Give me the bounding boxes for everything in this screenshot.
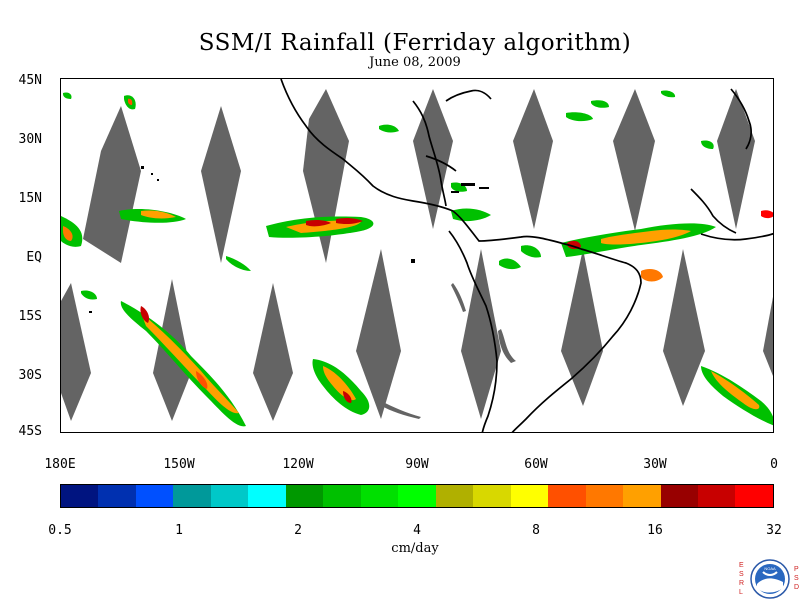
lon-label-150w: 150W: [163, 457, 195, 472]
colorbar-segment: [248, 485, 286, 507]
colorbar-label-0-5: 0.5: [48, 523, 72, 538]
lon-label-0: 0: [770, 457, 778, 472]
logo-letter-l: L: [739, 589, 743, 596]
colorbar-label-16: 16: [647, 523, 663, 538]
swath-gaps: [61, 89, 773, 421]
logo-letter-d: D: [794, 584, 799, 591]
colorbar-segment: [585, 485, 624, 507]
rainfall-areas: [61, 90, 773, 427]
colorbar-segment: [285, 485, 324, 507]
colorbar-segment: [435, 485, 474, 507]
colorbar-segment: [697, 485, 736, 507]
lon-label-120w: 120W: [282, 457, 314, 472]
colorbar-units: cm/day: [391, 541, 439, 556]
colorbar-segment: [660, 485, 698, 507]
colorbar: [60, 484, 774, 508]
lat-label-45s: 45S: [18, 424, 42, 439]
lon-label-180e: 180E: [44, 457, 76, 472]
lon-label-60w: 60W: [524, 457, 548, 472]
logo-letter-s2: S: [794, 575, 799, 582]
map-svg: [61, 79, 773, 432]
colorbar-segment: [210, 485, 249, 507]
lon-label-90w: 90W: [405, 457, 429, 472]
colorbar-label-8: 8: [532, 523, 540, 538]
colorbar-segment: [61, 485, 99, 507]
colorbar-segment: [548, 485, 586, 507]
logo-letter-e: E: [739, 562, 744, 569]
colorbar-segment: [98, 485, 136, 507]
chart-date: June 08, 2009: [369, 55, 461, 70]
lat-label-15n: 15N: [18, 191, 42, 206]
lon-label-30w: 30W: [643, 457, 667, 472]
logo-letter-p: P: [794, 566, 799, 573]
colorbar-segment: [735, 485, 773, 507]
colorbar-segment: [360, 485, 399, 507]
colorbar-label-4: 4: [413, 523, 421, 538]
colorbar-segment: [623, 485, 661, 507]
colorbar-label-2: 2: [294, 523, 302, 538]
colorbar-segment: [135, 485, 174, 507]
coastlines: [280, 79, 773, 432]
noaa-logo: E S R L P S D NOAA: [739, 559, 799, 599]
islands: [89, 166, 489, 313]
lat-label-15s: 15S: [18, 309, 42, 324]
colorbar-label-32: 32: [766, 523, 782, 538]
logo-letter-s: S: [739, 571, 744, 578]
lat-label-eq: EQ: [26, 250, 42, 265]
colorbar-segment: [398, 485, 436, 507]
logo-letter-r: R: [739, 580, 744, 587]
colorbar-segment: [510, 485, 549, 507]
rainfall-map: [60, 78, 774, 433]
logo-noaa-text: NOAA: [764, 566, 776, 571]
lat-label-30n: 30N: [18, 132, 42, 147]
colorbar-segment: [173, 485, 211, 507]
lat-label-30s: 30S: [18, 368, 42, 383]
colorbar-label-1: 1: [175, 523, 183, 538]
colorbar-segment: [473, 485, 511, 507]
chart-title: SSM/I Rainfall (Ferriday algorithm): [198, 30, 632, 56]
lat-label-45n: 45N: [18, 73, 42, 88]
colorbar-segment: [323, 485, 361, 507]
